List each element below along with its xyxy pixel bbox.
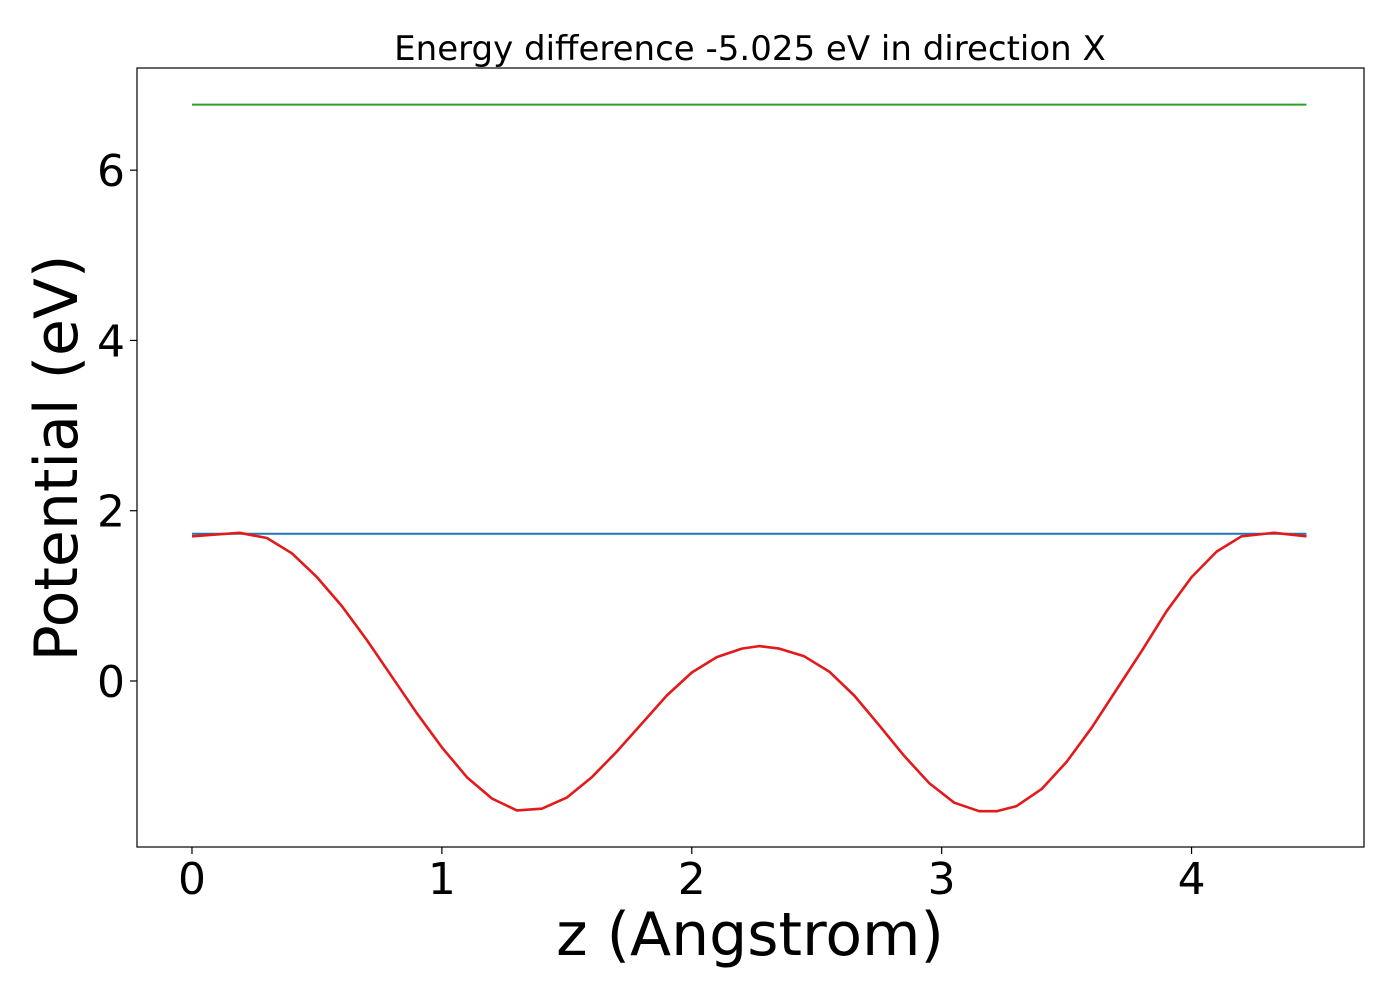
x-tick-label: 1 [428, 854, 456, 905]
y-axis-ticks: 0 2 4 6 [97, 146, 137, 708]
x-tick-label: 2 [678, 854, 706, 905]
chart-title: Energy difference -5.025 eV in direction… [394, 29, 1106, 69]
x-axis-label: z (Angstrom) [556, 900, 944, 970]
y-tick-label: 2 [97, 487, 125, 538]
y-tick-label: 6 [97, 146, 125, 197]
series-layer [191, 103, 1307, 813]
x-tick-label: 0 [178, 854, 206, 905]
y-tick-label: 0 [97, 657, 125, 708]
plot-frame [136, 67, 1365, 848]
x-tick-label: 4 [1178, 854, 1206, 905]
y-axis-label: Potential (eV) [22, 255, 92, 662]
y-tick-label: 4 [97, 316, 125, 367]
series-line-2 [191, 531, 1307, 813]
x-axis-ticks: 0 1 2 3 4 [178, 847, 1206, 905]
x-tick-label: 3 [928, 854, 956, 905]
